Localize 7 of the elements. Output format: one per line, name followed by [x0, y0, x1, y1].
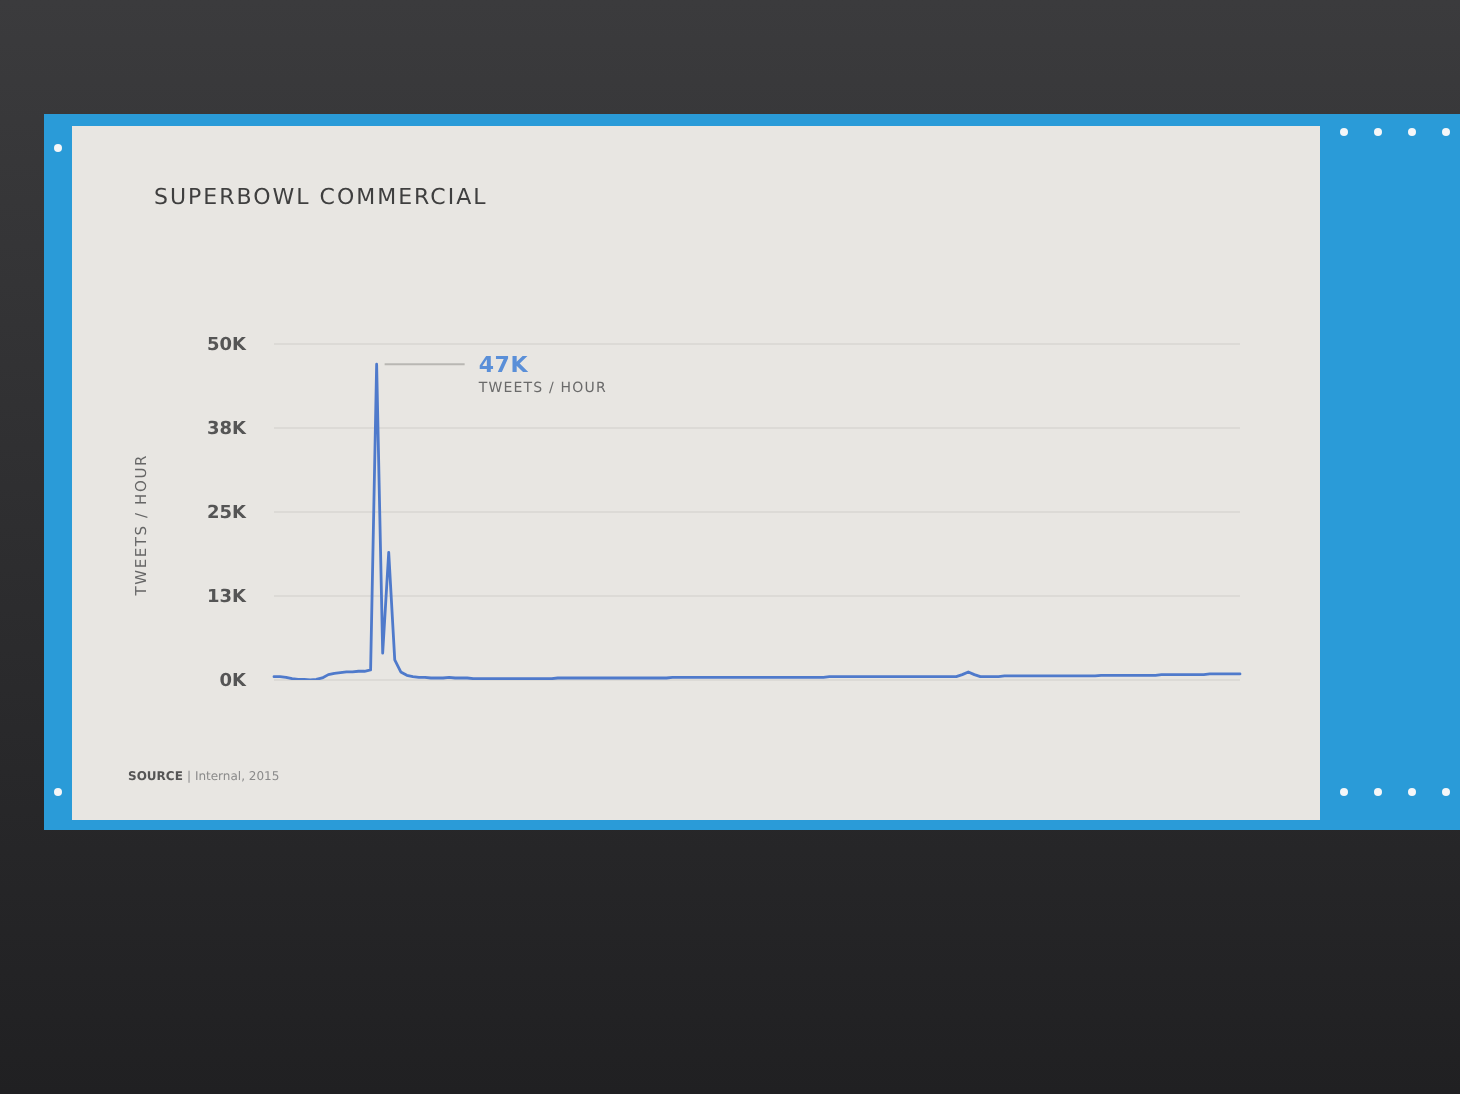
y-tick-label: 38K: [207, 420, 249, 441]
chart-title: SUPERBOWL COMMERCIAL: [154, 184, 488, 210]
y-tick-label: 25K: [207, 504, 249, 525]
y-tick-label: 0K: [219, 672, 249, 693]
y-tick-label: 13K: [207, 588, 249, 609]
y-tick-label: 50K: [207, 336, 249, 357]
annotation: 47K: [478, 352, 529, 379]
